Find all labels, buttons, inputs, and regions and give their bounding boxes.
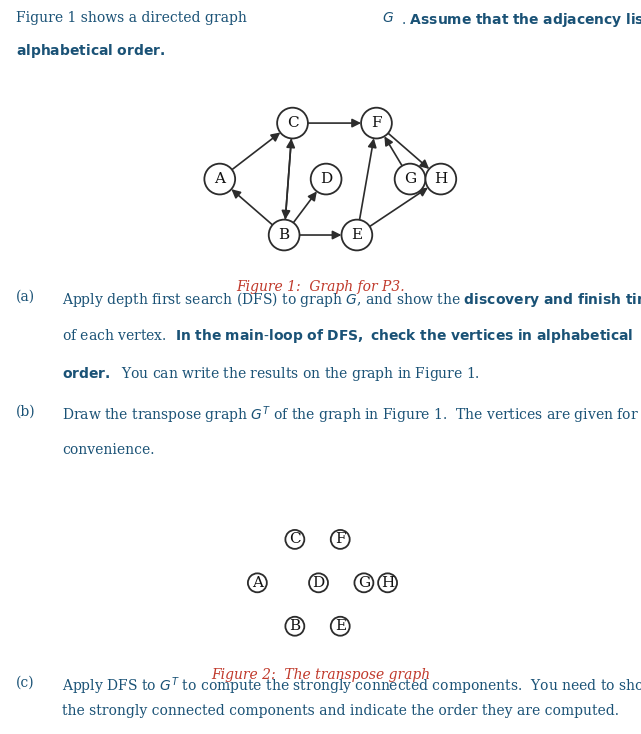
Text: (c): (c) <box>16 675 35 690</box>
Text: of each vertex.  $\mathbf{In\ the\ main\text{-}loop\ of\ DFS,\ check\ the\ verti: of each vertex. $\mathbf{In\ the\ main\t… <box>62 327 634 345</box>
Text: B: B <box>289 619 301 633</box>
Text: Apply depth first search (DFS) to graph $G$, and show the $\mathbf{discovery\ an: Apply depth first search (DFS) to graph … <box>62 290 641 309</box>
Text: G: G <box>404 172 416 186</box>
Text: Apply DFS to $G^T$ to compute the strongly connected components.  You need to sh: Apply DFS to $G^T$ to compute the strong… <box>62 675 641 697</box>
Text: . $\bf{Assume\ that\ the\ adjacency\ list\ lists\ the\ edges\ in}$: . $\bf{Assume\ that\ the\ adjacency\ lis… <box>401 12 641 29</box>
Circle shape <box>426 164 456 195</box>
Circle shape <box>395 164 426 195</box>
Circle shape <box>331 530 350 549</box>
Text: F: F <box>371 116 382 130</box>
Circle shape <box>285 530 304 549</box>
Text: D: D <box>312 575 324 590</box>
Circle shape <box>248 573 267 592</box>
Text: H: H <box>434 172 447 186</box>
Text: Figure 1 shows a directed graph: Figure 1 shows a directed graph <box>16 12 251 26</box>
Circle shape <box>269 219 299 250</box>
Text: C: C <box>287 116 298 130</box>
Circle shape <box>204 164 235 195</box>
Text: G: G <box>358 575 370 590</box>
Circle shape <box>354 573 373 592</box>
Text: F: F <box>335 532 345 546</box>
Circle shape <box>342 219 372 250</box>
Circle shape <box>361 108 392 139</box>
Circle shape <box>331 617 350 636</box>
Text: B: B <box>279 228 290 242</box>
Text: convenience.: convenience. <box>62 443 154 457</box>
Text: Figure 2:  The transpose graph: Figure 2: The transpose graph <box>211 668 430 682</box>
Text: (a): (a) <box>16 290 35 304</box>
Circle shape <box>277 108 308 139</box>
Text: E: E <box>351 228 362 242</box>
Text: A: A <box>214 172 225 186</box>
Text: Draw the transpose graph $G^T$ of the graph in Figure 1.  The vertices are given: Draw the transpose graph $G^T$ of the gr… <box>62 404 641 426</box>
Text: (b): (b) <box>16 404 36 418</box>
Text: E: E <box>335 619 345 633</box>
Text: $\bf{alphabetical\ order.}$: $\bf{alphabetical\ order.}$ <box>16 43 165 60</box>
Circle shape <box>309 573 328 592</box>
Text: C: C <box>289 532 301 546</box>
Text: H: H <box>381 575 394 590</box>
Circle shape <box>285 617 304 636</box>
Circle shape <box>378 573 397 592</box>
Text: $G$: $G$ <box>382 12 394 26</box>
Text: the strongly connected components and indicate the order they are computed.: the strongly connected components and in… <box>62 704 619 718</box>
Circle shape <box>311 164 342 195</box>
Text: Figure 1:  Graph for P3.: Figure 1: Graph for P3. <box>236 280 405 294</box>
Text: A: A <box>252 575 263 590</box>
Text: D: D <box>320 172 332 186</box>
Text: $\mathbf{order.}$  You can write the results on the graph in Figure 1.: $\mathbf{order.}$ You can write the resu… <box>62 365 480 382</box>
